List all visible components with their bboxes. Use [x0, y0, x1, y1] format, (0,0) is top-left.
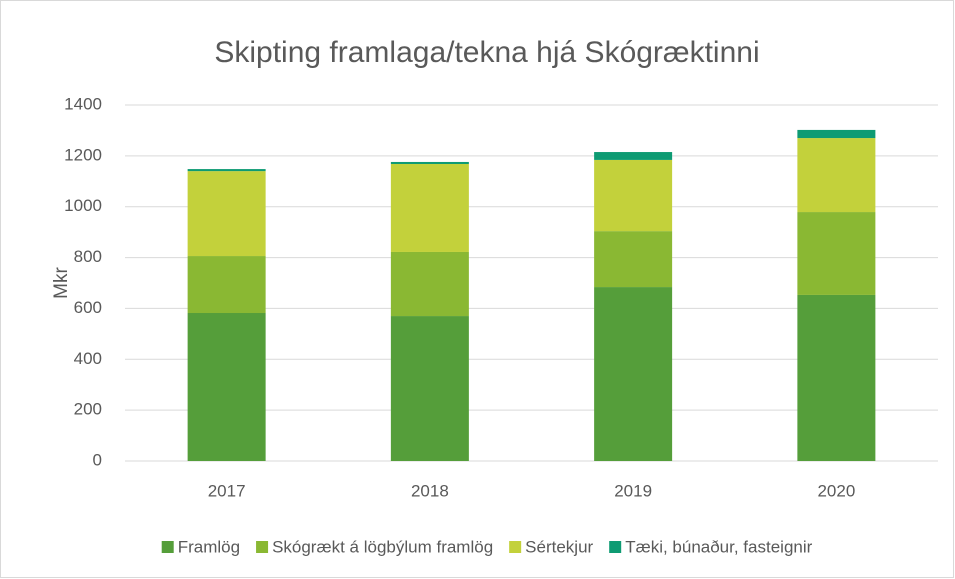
bar-segment	[187, 256, 266, 314]
y-tick-label: 0	[93, 450, 102, 469]
bar-segment	[390, 316, 469, 461]
y-tick-label: 1400	[64, 94, 102, 113]
bar-segment	[390, 163, 469, 252]
x-tick-label: 2018	[411, 481, 449, 500]
legend-label: Skógrækt á lögbýlum framlög	[272, 537, 493, 556]
y-tick-label: 1200	[64, 145, 102, 164]
y-tick-label: 800	[74, 247, 102, 266]
legend-label: Tæki, búnaður, fasteignir	[625, 537, 812, 556]
chart-title: Skipting framlaga/tekna hjá Skógræktinni	[214, 36, 759, 69]
bar-segment	[797, 212, 876, 295]
y-tick-label: 1000	[64, 196, 102, 215]
x-tick-label: 2017	[208, 481, 246, 500]
legend-swatch	[509, 541, 522, 553]
bar-segment	[390, 251, 469, 317]
legend-label: Framlög	[178, 537, 240, 556]
bar-segment	[187, 171, 266, 257]
y-tick-label: 200	[74, 400, 102, 419]
bar-segment	[390, 161, 469, 164]
bar-segment	[797, 138, 876, 213]
bar-segment	[797, 129, 876, 139]
x-tick-label: 2020	[817, 481, 855, 500]
legend-swatch	[609, 541, 622, 553]
bar-segment	[187, 313, 266, 461]
y-tick-label: 600	[74, 298, 102, 317]
bar-segment	[594, 231, 673, 288]
bar-segment	[797, 294, 876, 461]
legend-swatch	[256, 541, 269, 553]
bar-segment	[594, 159, 673, 232]
bar-segment	[187, 169, 266, 172]
y-tick-label: 400	[74, 349, 102, 368]
x-tick-label: 2019	[614, 481, 652, 500]
legend-swatch	[161, 541, 174, 553]
bar-segment	[594, 287, 673, 461]
bar-segment	[594, 152, 673, 160]
y-axis-label: Mkr	[51, 267, 72, 299]
legend-label: Sértekjur	[525, 537, 593, 556]
